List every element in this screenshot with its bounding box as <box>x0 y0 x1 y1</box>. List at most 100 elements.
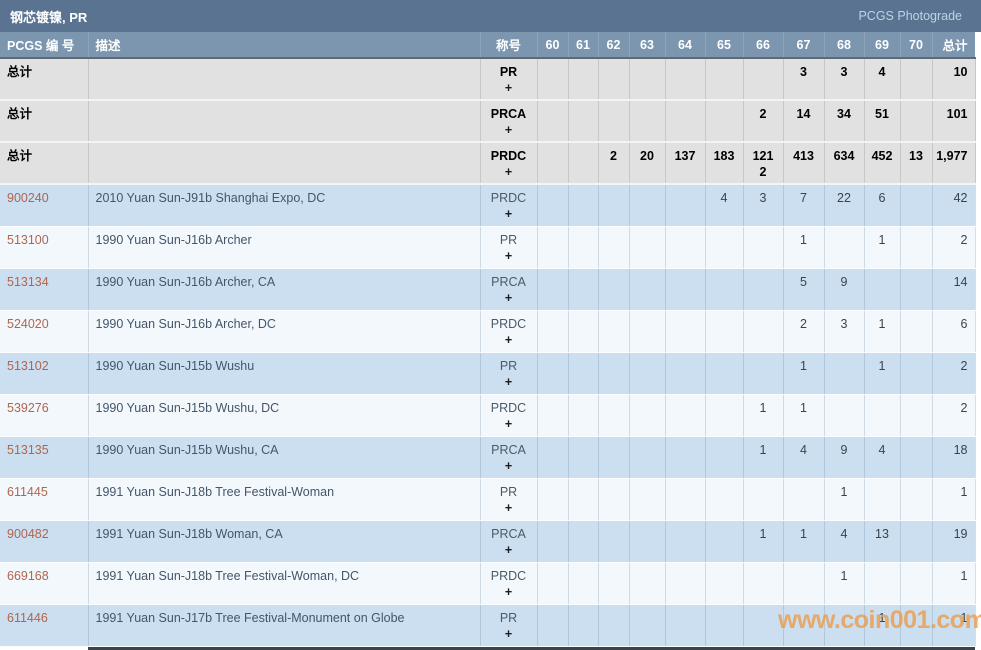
grade-count-cell <box>598 394 630 437</box>
grade-count-value: 3 <box>840 316 848 331</box>
pcgs-number-cell: 669168 <box>0 562 89 605</box>
grade-count-cell: 1,977 <box>932 142 976 185</box>
grade-count-value: 2 <box>960 400 968 415</box>
grade-count-value: 1 <box>878 610 886 625</box>
grade-count-cell: 1 <box>783 352 825 395</box>
designation-cell: PRDC + <box>480 562 538 605</box>
column-header-pcgs-number: PCGS 编 号 <box>0 32 89 59</box>
designation-label: PRDC <box>490 400 527 415</box>
grade-count-cell <box>537 226 569 269</box>
grade-count-value: 1 <box>759 442 767 457</box>
grade-count-cell: 1 <box>743 436 784 479</box>
pcgs-number-link[interactable]: 611445 <box>7 484 48 499</box>
column-header-total: 总计 <box>932 32 976 59</box>
grade-count-cell: 1 <box>864 310 901 353</box>
grade-count-value: 13 <box>909 149 923 163</box>
grade-count-cell <box>665 352 706 395</box>
grade-count-cell: 2 <box>932 394 976 437</box>
designation-label: PRCA <box>491 526 526 541</box>
pcgs-number-link[interactable]: 611446 <box>7 610 48 625</box>
column-header-description: 描述 <box>88 32 481 59</box>
description-cell: 1991 Yuan Sun-J18b Tree Festival-Woman <box>88 478 481 521</box>
grade-count-cell <box>824 394 865 437</box>
grade-count-cell <box>568 310 599 353</box>
grade-count-cell <box>743 352 784 395</box>
designation-cell: PRDC + <box>480 184 538 227</box>
grade-count-cell <box>629 268 666 311</box>
grade-count-value: 1 <box>840 568 848 583</box>
grade-count-value: 452 <box>871 149 893 163</box>
grade-count-cell <box>743 58 784 101</box>
grade-count-value: 1 <box>800 526 807 541</box>
grade-count-value: 1 <box>800 400 807 415</box>
grade-count-cell <box>743 604 784 647</box>
grade-count-cell <box>598 436 630 479</box>
grade-count-value: 10 <box>953 65 968 79</box>
grade-count-cell: 413 <box>783 142 825 185</box>
grade-count-cell <box>705 394 744 437</box>
grade-count-value: 1 <box>878 358 886 373</box>
grade-count-cell <box>598 58 630 101</box>
pcgs-photograde-link[interactable]: PCGS Photograde <box>858 9 962 23</box>
grade-count-cell <box>537 394 569 437</box>
designation-label: PRDC <box>490 191 527 205</box>
designation-cell: PR + <box>480 352 538 395</box>
pcgs-number-link[interactable]: 513134 <box>7 274 49 289</box>
grade-count-value: 51 <box>875 107 889 121</box>
grade-count-value: 1 <box>759 526 767 541</box>
column-header-62: 62 <box>598 32 630 59</box>
designation-cell: PR + <box>480 226 538 269</box>
grade-count-cell: 121 2 <box>743 142 784 185</box>
grade-count-cell <box>537 268 569 311</box>
grade-count-value: 13 <box>875 526 889 541</box>
pcgs-number-link[interactable]: 900482 <box>7 526 49 541</box>
designation-label: PRCA <box>491 274 526 289</box>
grade-count-cell: 4 <box>783 436 825 479</box>
grade-count-cell: 3 <box>824 58 865 101</box>
grade-count-cell <box>864 394 901 437</box>
column-header-67: 67 <box>783 32 825 59</box>
plus-label: + <box>504 165 513 179</box>
designation-label: PRDC <box>490 149 527 163</box>
grade-count-cell <box>783 478 825 521</box>
grade-count-value: 2 <box>800 316 807 331</box>
pcgs-number-link[interactable]: 513100 <box>7 232 49 247</box>
coin-row: 611446 1991 Yuan Sun-J17b Tree Festival-M… <box>0 604 976 647</box>
grade-count-cell <box>900 478 933 521</box>
pcgs-number-cell: 513135 <box>0 436 89 479</box>
pcgs-number-link[interactable]: 669168 <box>7 568 49 583</box>
grade-count-value: 4 <box>878 65 886 79</box>
pcgs-number-link[interactable]: 539276 <box>7 400 49 415</box>
grade-count-cell <box>629 520 666 563</box>
grade-count-cell <box>705 520 744 563</box>
grade-count-cell <box>783 562 825 605</box>
grade-count-cell <box>824 352 865 395</box>
grade-count-cell <box>743 310 784 353</box>
column-header-70: 70 <box>900 32 933 59</box>
coin-row: 539276 1990 Yuan Sun-J15b Wushu, DC PRDC +1… <box>0 394 976 437</box>
pcgs-number-link[interactable]: 524020 <box>7 316 49 331</box>
grade-count-value: 14 <box>953 274 968 289</box>
pcgs-number-cell: 524020 <box>0 310 89 353</box>
grade-count-cell <box>900 184 933 227</box>
designation-cell: PRDC + <box>480 394 538 437</box>
plus-label: + <box>504 458 513 473</box>
pcgs-number-link[interactable]: 513102 <box>7 358 49 373</box>
designation-cell: PR + <box>480 604 538 647</box>
pcgs-number-link[interactable]: 513135 <box>7 442 49 457</box>
grade-count-cell <box>900 436 933 479</box>
designation-cell: PRCA + <box>480 436 538 479</box>
designation-cell: PRCA + <box>480 520 538 563</box>
designation-label: PRDC <box>490 316 527 331</box>
grade-count-cell: 2 <box>783 310 825 353</box>
grade-count-cell: 7 <box>783 184 825 227</box>
grade-count-value: 1 <box>960 568 968 583</box>
grade-count-value: 101 <box>946 107 968 121</box>
pcgs-number-link[interactable]: 900240 <box>7 191 49 205</box>
designation-cell: PRDC + <box>480 310 538 353</box>
description-cell: 1990 Yuan Sun-J16b Archer, CA <box>88 268 481 311</box>
grade-count-value: 2 <box>610 149 617 163</box>
coin-row: 513134 1990 Yuan Sun-J16b Archer, CA PRCA +… <box>0 268 976 311</box>
grade-count-cell: 1 <box>783 520 825 563</box>
grade-count-cell <box>629 394 666 437</box>
